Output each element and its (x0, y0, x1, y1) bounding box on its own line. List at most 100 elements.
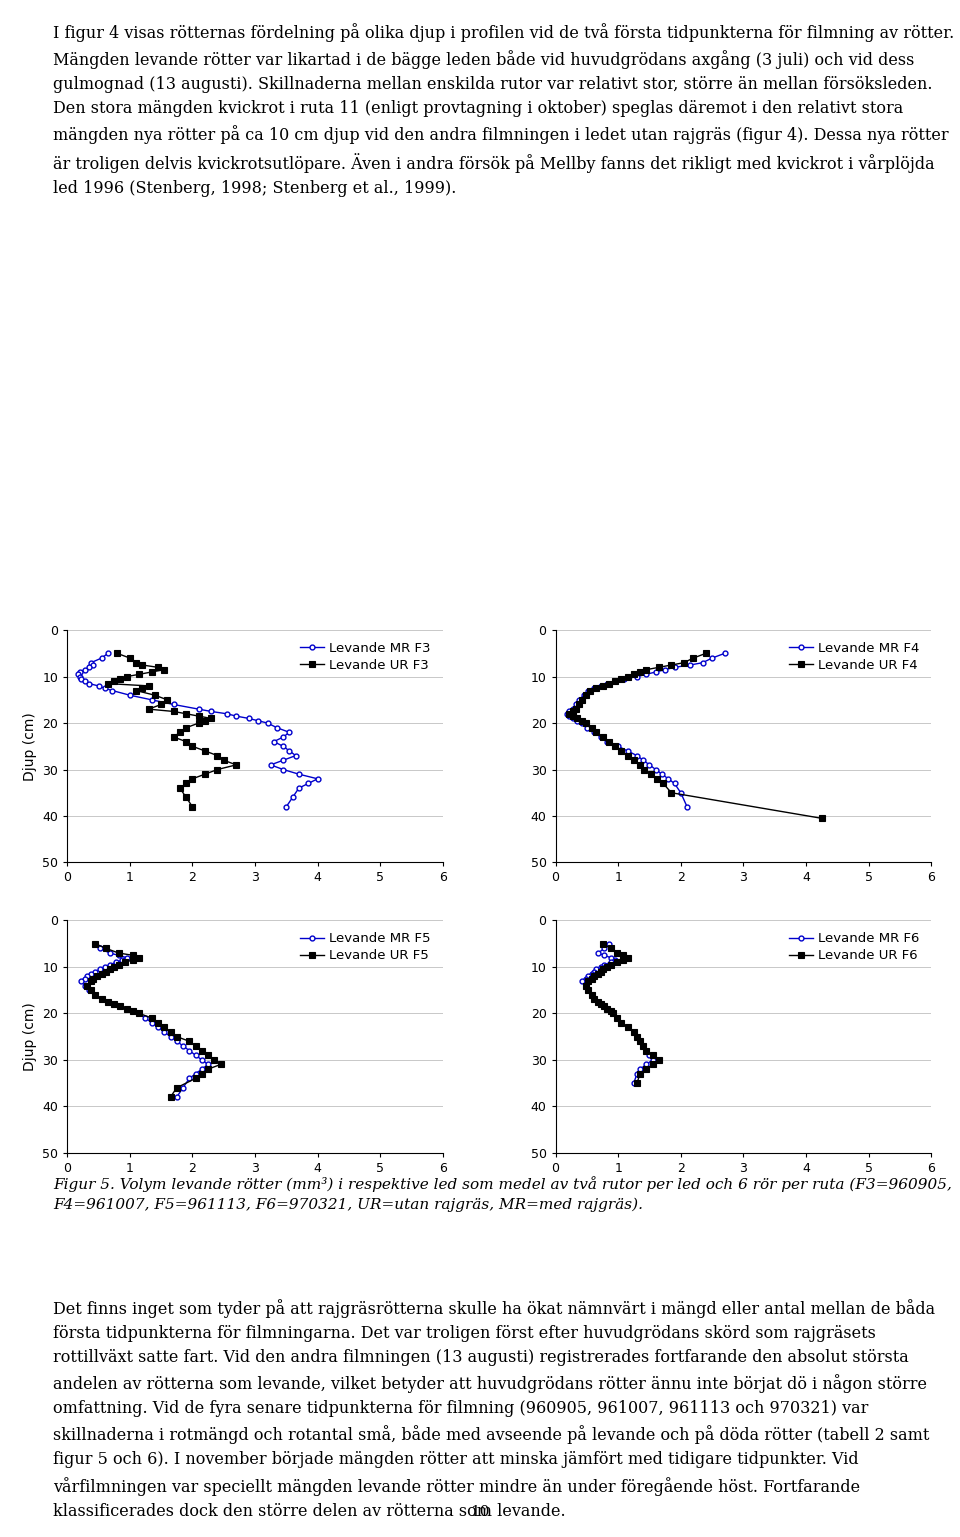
Levande MR F5 (121, 999, 132, 1017)
Levande UR F5 (127, 1002, 138, 1021)
Levande MR F4 (684, 656, 696, 675)
Levande UR F6 (640, 1061, 652, 1079)
Levande UR F6 (601, 958, 612, 976)
Levande MR F5 (146, 1013, 157, 1031)
Levande MR F4 (640, 666, 652, 684)
Levande MR F4 (719, 644, 731, 662)
Levande UR F4 (645, 765, 657, 784)
Levande UR F6 (592, 993, 604, 1011)
Levande MR F5 (196, 1051, 207, 1070)
Levande MR F6 (590, 961, 602, 979)
Levande MR F3 (99, 679, 110, 698)
Levande UR F5 (112, 956, 124, 974)
Levande UR F5 (183, 1031, 195, 1050)
Levande MR F5 (183, 1070, 195, 1088)
Levande MR F5 (110, 953, 122, 971)
Levande MR F5 (171, 1088, 182, 1107)
Levande UR F3 (180, 733, 192, 752)
Levande UR F4 (576, 690, 588, 709)
Levande MR F6 (588, 990, 600, 1008)
Levande MR F3 (262, 713, 274, 732)
Line: Levande UR F5: Levande UR F5 (84, 941, 224, 1100)
Levande MR F3 (74, 667, 85, 686)
Levande MR F6 (635, 1031, 646, 1050)
Line: Levande MR F4: Levande MR F4 (564, 652, 727, 808)
Levande MR F3 (230, 707, 242, 725)
Levande UR F3 (114, 670, 126, 689)
Levande UR F4 (564, 704, 575, 722)
Levande MR F6 (587, 965, 598, 984)
Levande UR F3 (174, 779, 185, 798)
Levande UR F3 (161, 690, 173, 709)
Levande UR F3 (180, 788, 192, 807)
Levande UR F6 (597, 961, 609, 979)
Levande UR F6 (635, 1065, 646, 1084)
Levande UR F5 (196, 1042, 207, 1061)
Levande UR F5 (102, 993, 113, 1011)
Levande MR F6 (583, 981, 594, 999)
Levande MR F3 (243, 709, 254, 727)
Levande UR F6 (595, 994, 607, 1013)
Levande MR F4 (601, 733, 612, 752)
Levande MR F3 (84, 675, 95, 693)
Levande MR F6 (608, 1004, 619, 1022)
Levande UR F3 (149, 686, 160, 704)
Levande MR F6 (587, 985, 598, 1004)
Levande MR F6 (635, 1061, 646, 1079)
Levande UR F4 (665, 784, 677, 802)
Levande MR F6 (592, 944, 604, 962)
Levande MR F4 (581, 718, 592, 736)
Levande UR F4 (597, 676, 609, 695)
Line: Levande UR F3: Levande UR F3 (105, 650, 239, 810)
Levande MR F4 (650, 662, 661, 681)
Levande UR F3 (133, 666, 145, 684)
Levande UR F6 (583, 971, 594, 990)
Levande MR F3 (268, 733, 279, 752)
Levande UR F5 (146, 1008, 157, 1027)
Levande MR F6 (592, 993, 604, 1011)
Levande UR F6 (628, 1022, 639, 1041)
Levande UR F4 (628, 752, 639, 770)
Levande UR F5 (171, 1027, 182, 1045)
Levande MR F3 (73, 666, 84, 684)
Levande UR F6 (647, 1047, 659, 1065)
Levande MR F5 (79, 970, 90, 988)
Levande MR F5 (108, 994, 120, 1013)
Line: Levande UR F4: Levande UR F4 (566, 650, 825, 821)
Levande UR F5 (108, 994, 120, 1013)
Levande UR F4 (635, 662, 646, 681)
Levande UR F6 (592, 965, 604, 984)
Levande MR F6 (622, 1017, 634, 1036)
Levande UR F5 (96, 990, 108, 1008)
Levande MR F3 (79, 661, 90, 679)
Levande MR F4 (644, 756, 656, 775)
Levande UR F6 (631, 1027, 642, 1045)
Levande MR F4 (637, 752, 649, 770)
Levande MR F6 (599, 998, 611, 1016)
Levande UR F6 (653, 1051, 664, 1070)
Levande UR F5 (165, 1088, 177, 1107)
Levande MR F3 (290, 747, 301, 765)
Levande UR F3 (180, 775, 192, 793)
Levande UR F6 (583, 981, 594, 999)
Levande MR F5 (158, 1022, 170, 1041)
Levande UR F4 (610, 738, 621, 756)
Levande UR F6 (622, 948, 634, 967)
Levande MR F5 (112, 947, 124, 965)
Levande MR F4 (612, 738, 624, 756)
Levande UR F5 (85, 981, 97, 999)
Levande UR F6 (605, 939, 616, 958)
Levande UR F5 (96, 965, 108, 984)
Levande MR F3 (312, 770, 324, 788)
Levande UR F6 (647, 1056, 659, 1074)
Levande UR F5 (133, 948, 145, 967)
Levande UR F4 (628, 666, 639, 684)
Levande UR F3 (205, 709, 217, 727)
Levande UR F4 (580, 686, 591, 704)
Line: Levande UR F6: Levande UR F6 (583, 941, 662, 1087)
Levande UR F4 (567, 707, 579, 725)
Levande MR F3 (287, 788, 299, 807)
Levande MR F3 (146, 690, 157, 709)
Levande MR F4 (669, 775, 681, 793)
Levande UR F3 (230, 756, 242, 775)
